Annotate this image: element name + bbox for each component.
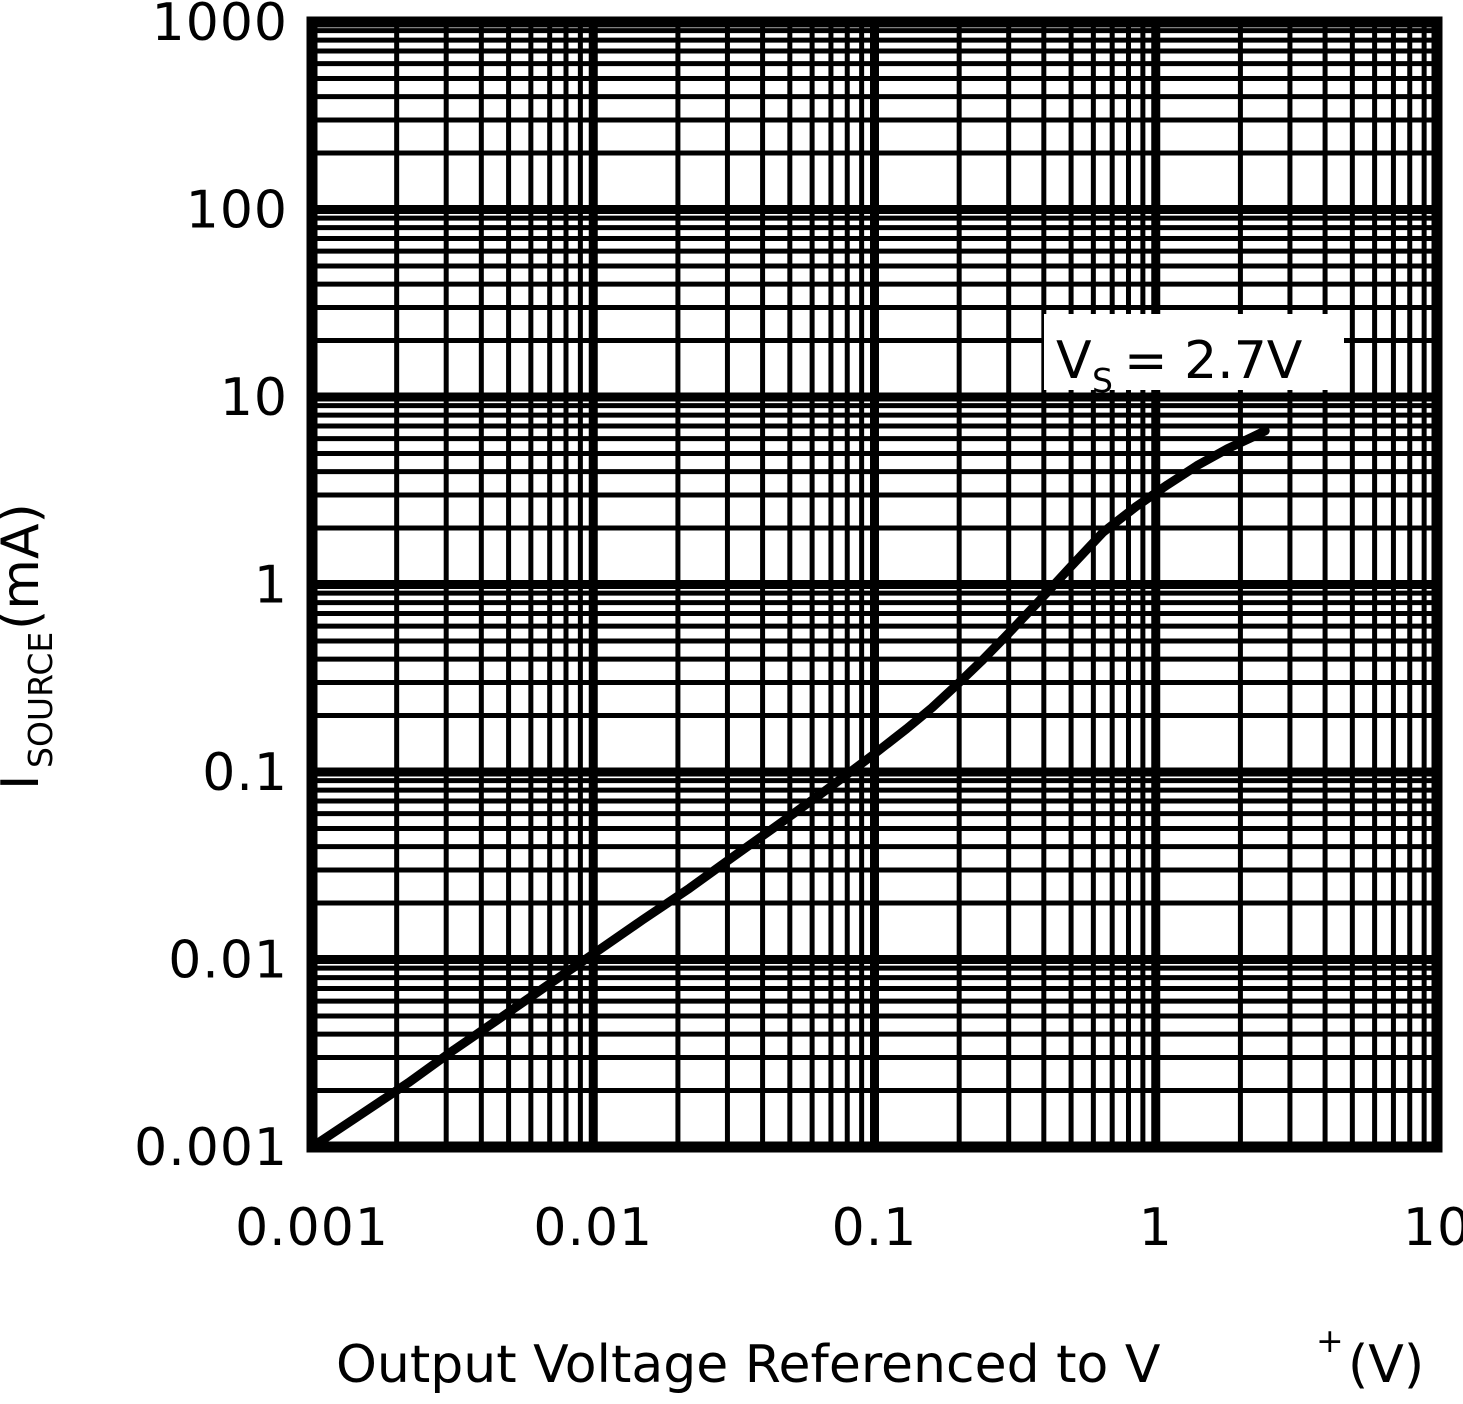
annotation-background — [1044, 314, 1344, 390]
x-axis-tick-label: 0.01 — [533, 1198, 653, 1258]
y-axis-tick-label: 1000 — [152, 0, 288, 53]
y-axis-tick-label: 100 — [186, 181, 288, 241]
y-axis-title-unit: (mA) — [0, 503, 51, 630]
x-axis-tick-label: 1 — [1139, 1198, 1173, 1258]
y-axis-tick-label: 10 — [220, 368, 288, 428]
x-axis-tick-label: 0.001 — [235, 1198, 389, 1258]
x-axis-tick-label: 10 — [1403, 1198, 1463, 1258]
x-axis-title-unit: (V) — [1348, 1335, 1424, 1395]
y-axis-title-subscript: SOURCE — [21, 632, 60, 768]
supply-voltage-annotation: V S = 2.7V — [1044, 314, 1344, 400]
x-axis-title-group: Output Voltage Referenced to V + (V) — [336, 1321, 1424, 1395]
y-axis-tick-label: 0.001 — [134, 1118, 288, 1178]
y-axis-tick-label: 1 — [254, 556, 288, 616]
x-axis-title-main: Output Voltage Referenced to V — [336, 1335, 1161, 1395]
x-axis-tick-labels: 0.001 0.01 0.1 1 10 — [235, 1198, 1463, 1258]
y-axis-tick-label: 0.1 — [202, 743, 288, 803]
annotation-label-rest: = 2.7V — [1124, 331, 1303, 391]
x-axis-tick-label: 0.1 — [832, 1198, 918, 1258]
data-series-layer — [307, 426, 1270, 1152]
x-axis-title-superscript: + — [1316, 1321, 1344, 1360]
y-axis-title-main: I — [0, 775, 51, 790]
y-axis-title-group: I SOURCE (mA) — [0, 503, 60, 790]
y-axis-tick-label: 0.01 — [168, 931, 288, 991]
data-line-isource — [307, 426, 1270, 1152]
annotation-label-main: V — [1056, 331, 1092, 391]
annotation-label-sub: S — [1092, 361, 1113, 400]
plot-frame — [306, 16, 1443, 1153]
y-axis-tick-labels: 0.001 0.01 0.1 1 10 100 1000 — [134, 0, 288, 1178]
